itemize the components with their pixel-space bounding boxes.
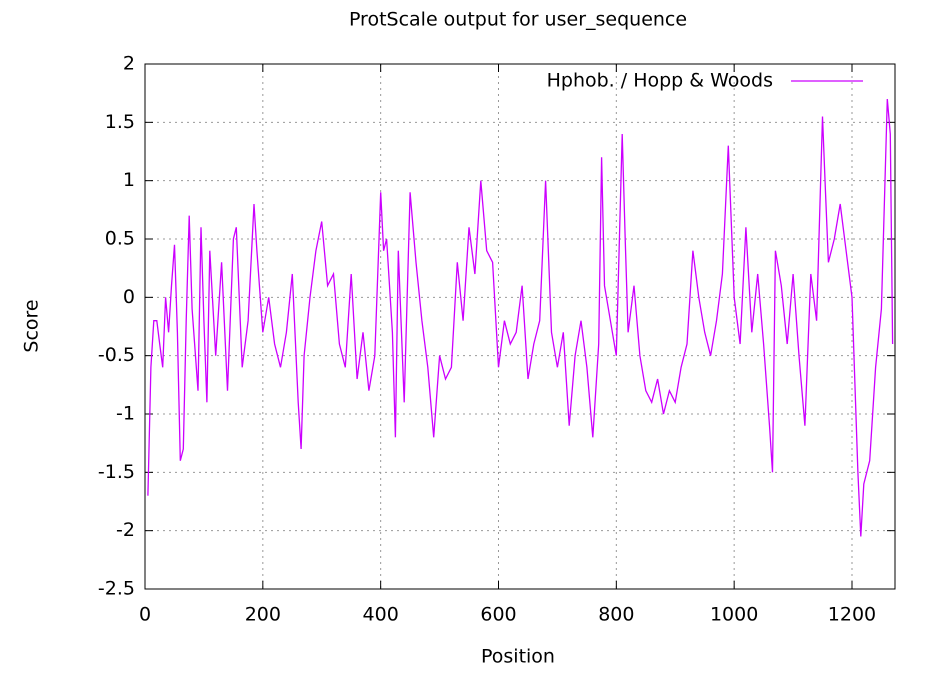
chart-title: ProtScale output for user_sequence bbox=[349, 9, 687, 31]
y-tick-label: -1 bbox=[116, 403, 135, 425]
y-tick-label: -2.5 bbox=[98, 578, 135, 600]
y-axis-label: Score bbox=[21, 299, 43, 352]
legend-label: Hphob. / Hopp & Woods bbox=[547, 70, 773, 92]
x-tick-label: 1000 bbox=[710, 604, 758, 626]
x-tick-label: 0 bbox=[139, 604, 151, 626]
data-line bbox=[147, 98, 894, 537]
y-tick-label: 0.5 bbox=[105, 228, 135, 250]
y-tick-label: -1.5 bbox=[98, 461, 135, 483]
plot-border bbox=[144, 63, 896, 590]
y-tick-label: 1.5 bbox=[105, 111, 135, 133]
x-tick-label: 600 bbox=[480, 604, 516, 626]
x-tick-label: 200 bbox=[245, 604, 281, 626]
x-tick-label: 400 bbox=[363, 604, 399, 626]
x-tick-label: 800 bbox=[598, 604, 634, 626]
y-tick-label: 0 bbox=[123, 286, 135, 308]
y-tick-label: -2 bbox=[116, 519, 135, 541]
y-tick-label: -0.5 bbox=[98, 344, 135, 366]
x-axis-label: Position bbox=[481, 646, 555, 668]
y-tick-label: 2 bbox=[123, 53, 135, 75]
y-tick-label: 1 bbox=[123, 169, 135, 191]
x-tick-label: 1200 bbox=[828, 604, 876, 626]
